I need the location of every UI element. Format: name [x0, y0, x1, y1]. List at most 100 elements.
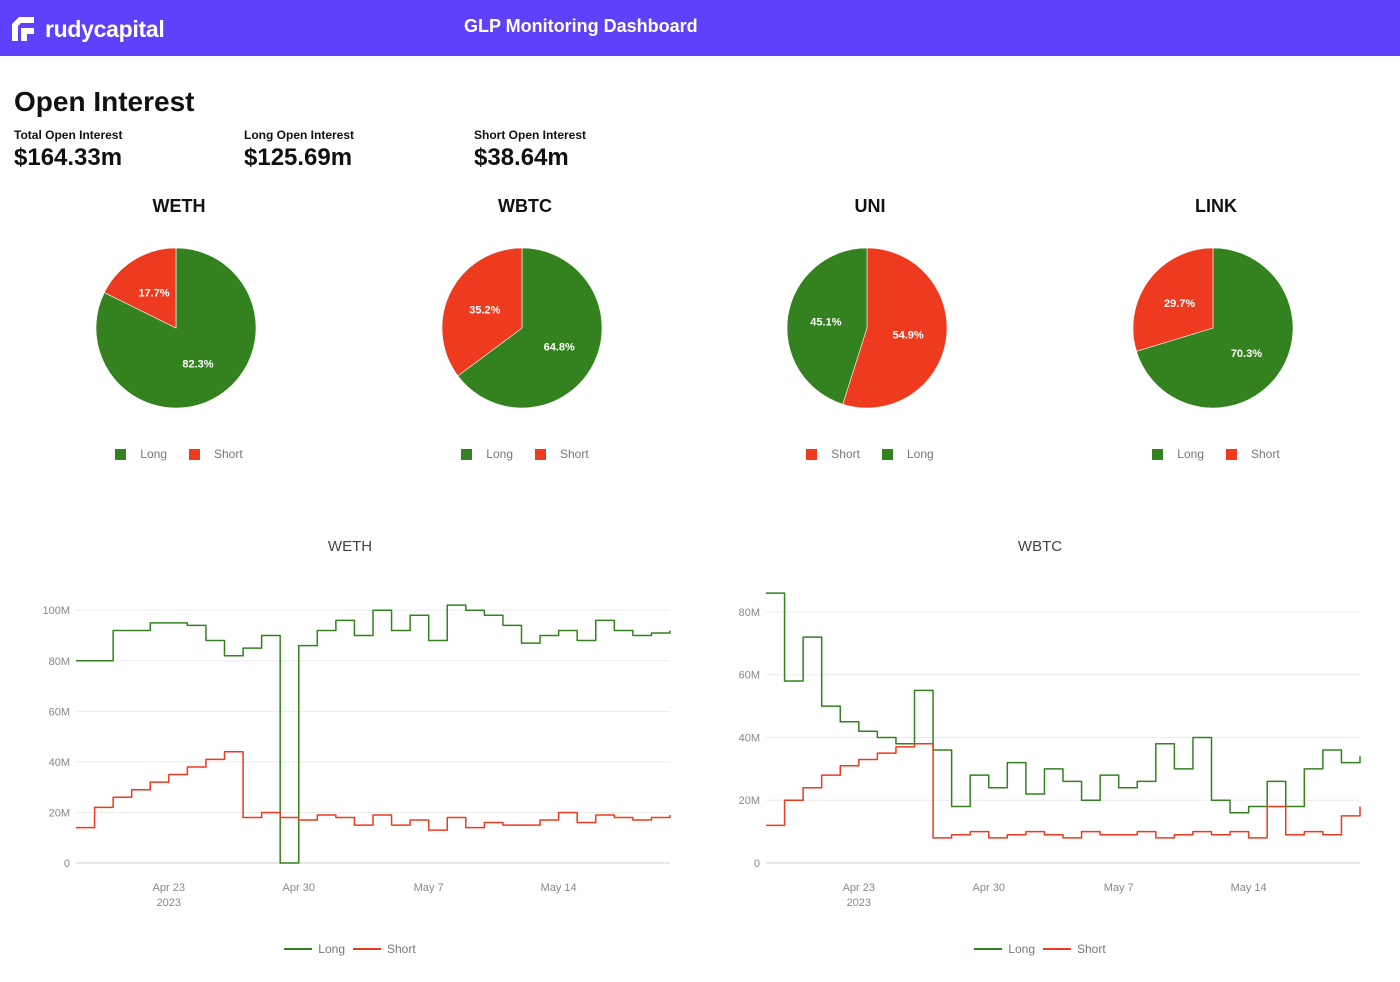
- stat-value: $164.33m: [14, 144, 123, 171]
- x-tick-label: Apr 23 2023: [843, 882, 875, 909]
- pie-slice-label: 29.7%: [1164, 298, 1195, 310]
- legend-swatch: [1152, 448, 1164, 460]
- y-tick-label: 20M: [49, 807, 70, 819]
- stat-value: $38.64m: [474, 144, 569, 171]
- legend-item-short[interactable]: Short: [806, 447, 860, 461]
- pie-slice-label: 45.1%: [810, 317, 841, 329]
- stat-long-open-interest: Long Open Interest $125.69m: [244, 128, 354, 172]
- x-tick-label: Apr 30: [283, 882, 315, 894]
- pie-chart-weth: WETH 82.3% 17.7% Long Short: [6, 190, 352, 480]
- pie-chart-uni: UNI 54.9% 45.1% Short Long: [697, 190, 1043, 480]
- series-line-short: [766, 743, 1361, 839]
- legend-swatch: [535, 448, 546, 460]
- y-tick-label: 60M: [49, 706, 70, 718]
- line-legend: Long Short: [700, 942, 1380, 956]
- x-tick-label: May 7: [1104, 882, 1134, 894]
- legend-label: Long: [318, 942, 345, 956]
- rudycapital-logo-icon: [12, 17, 34, 41]
- stat-label: Total Open Interest: [14, 128, 123, 142]
- pie-title: LINK: [1195, 196, 1237, 216]
- y-tick-label: 0: [64, 858, 70, 870]
- pie-slice-label: 70.3%: [1231, 348, 1262, 360]
- pie-title: UNI: [854, 196, 886, 216]
- legend-label: Long: [906, 447, 934, 461]
- dashboard-title: GLP Monitoring Dashboard: [464, 16, 698, 36]
- pie-slice-label: 54.9%: [893, 329, 924, 341]
- legend-swatch: [115, 448, 127, 460]
- legend-label: Long: [140, 447, 167, 461]
- x-tick-label: May 14: [541, 882, 577, 894]
- pie-title: WBTC: [498, 196, 552, 216]
- legend-label: Long: [486, 447, 513, 461]
- legend-item-long[interactable]: Long: [461, 447, 513, 461]
- legend-item-long[interactable]: Long: [115, 447, 167, 461]
- pie-slice-label: 64.8%: [544, 342, 575, 354]
- pie-svg: 64.8% 35.2%: [441, 247, 603, 409]
- legend-swatch: [881, 448, 893, 460]
- x-tick-label: Apr 23 2023: [153, 882, 185, 909]
- pie-slice-long: [457, 247, 603, 409]
- pie-slice-label: 17.7%: [138, 288, 169, 300]
- pie-slice-label: 82.3%: [182, 358, 213, 370]
- legend-swatch: [1226, 448, 1237, 460]
- pie-slice-short: [103, 247, 177, 329]
- pie-svg: 54.9% 45.1%: [786, 247, 948, 409]
- legend-swatch: [284, 948, 313, 950]
- legend-item-long[interactable]: Long: [1152, 447, 1204, 461]
- legend-item-short[interactable]: Short: [1043, 942, 1106, 956]
- y-tick-label: 40M: [49, 757, 70, 769]
- legend-item-short[interactable]: Short: [535, 447, 589, 461]
- pie-svg: 82.3% 17.7%: [95, 247, 257, 409]
- stat-label: Short Open Interest: [474, 128, 587, 142]
- pie-chart-link: LINK 70.3% 29.7% Long Short: [1043, 190, 1389, 480]
- pie-slice-long: [786, 247, 868, 405]
- legend-swatch: [461, 448, 473, 460]
- open-interest-heading: Open Interest: [14, 86, 195, 117]
- legend-swatch: [1043, 948, 1071, 950]
- legend-item-short[interactable]: Short: [189, 447, 243, 461]
- legend-label: Short: [214, 447, 243, 461]
- y-tick-label: 100M: [42, 605, 70, 617]
- pie-legend: Long Short: [1043, 447, 1389, 461]
- pie-svg: 70.3% 29.7%: [1132, 247, 1294, 409]
- legend-item-long[interactable]: Long: [881, 447, 934, 461]
- series-line-long: [76, 604, 671, 864]
- y-tick-label: 60M: [739, 670, 760, 682]
- line-chart-title: WBTC: [1017, 538, 1063, 555]
- pie-slice-short: [842, 247, 948, 409]
- top-header: rudycapital GLP Monitoring Dashboard: [0, 0, 1400, 56]
- pie-slice-label: 35.2%: [469, 304, 500, 316]
- legend-label: Long: [1177, 447, 1204, 461]
- brand-name: rudycapital: [45, 15, 165, 42]
- legend-label: Short: [1251, 447, 1280, 461]
- legend-swatch: [189, 448, 200, 460]
- pie-legend: Long Short: [352, 447, 698, 461]
- pie-slice-short: [441, 247, 523, 377]
- legend-label: Short: [387, 942, 416, 956]
- x-tick-label: May 14: [1231, 882, 1267, 894]
- series-line-long: [766, 592, 1361, 814]
- legend-label: Short: [560, 447, 589, 461]
- legend-item-long[interactable]: Long: [284, 942, 345, 956]
- pie-slice-short: [1132, 247, 1214, 352]
- pie-slice-long: [1136, 247, 1294, 409]
- y-tick-label: 20M: [739, 795, 760, 807]
- legend-item-short[interactable]: Short: [1226, 447, 1280, 461]
- series-line-short: [76, 751, 671, 831]
- pie-title: WETH: [152, 196, 206, 216]
- legend-swatch: [806, 448, 818, 460]
- legend-swatch: [974, 948, 1003, 950]
- stat-short-open-interest: Short Open Interest $38.64m: [474, 128, 586, 172]
- legend-label: Short: [1077, 942, 1106, 956]
- brand-logo[interactable]: rudycapital: [8, 14, 165, 44]
- pie-legend: Short Long: [697, 447, 1043, 461]
- line-svg: 0 20M 40M 60M 80M Apr 23 2023 Apr 30 May 7 May 14: [739, 592, 1361, 909]
- stat-label: Long Open Interest: [244, 128, 355, 142]
- legend-item-long[interactable]: Long: [974, 942, 1035, 956]
- line-chart-title: WETH: [327, 538, 373, 555]
- legend-swatch: [353, 948, 381, 950]
- legend-item-short[interactable]: Short: [353, 942, 416, 956]
- stat-total-open-interest: Total Open Interest $164.33m: [14, 128, 122, 172]
- pie-legend: Long Short: [6, 447, 352, 461]
- legend-label: Short: [831, 447, 860, 461]
